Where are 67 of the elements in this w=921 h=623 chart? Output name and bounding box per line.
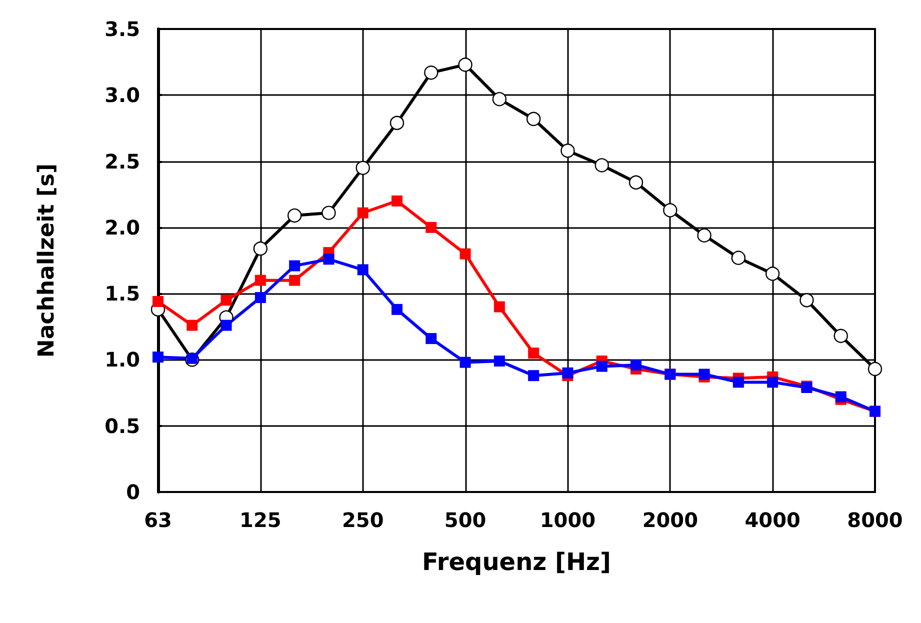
x-tick-label: 63 [144, 508, 172, 532]
point [596, 360, 608, 372]
y-tick-label: 1.0 [104, 348, 140, 372]
y-tick-label: 0.5 [104, 414, 140, 438]
x-tick-label: 500 [444, 508, 486, 532]
point [835, 391, 846, 402]
y-tick-label: 3.5 [104, 17, 140, 41]
point [392, 304, 402, 315]
point [186, 352, 198, 364]
point [494, 301, 505, 312]
point [698, 368, 710, 380]
point [800, 293, 814, 308]
y-axis-title: Nachhallzeit [s] [34, 163, 60, 358]
point [152, 296, 164, 308]
point [528, 370, 540, 382]
point [460, 248, 471, 260]
y-tick-label: 2.0 [104, 215, 140, 240]
point [767, 376, 778, 388]
point [732, 376, 744, 388]
point [392, 195, 402, 206]
point [390, 116, 404, 130]
point [220, 294, 232, 306]
point [731, 250, 746, 265]
point [220, 320, 232, 331]
x-axis-title: Frequenz [Hz] [422, 548, 611, 576]
x-tick-label: 2000 [642, 508, 698, 532]
point [663, 203, 678, 218]
point [630, 360, 642, 371]
point [628, 175, 644, 190]
x-tick-label: 4000 [744, 508, 800, 532]
point [357, 264, 368, 276]
point [186, 320, 198, 331]
point [560, 144, 575, 158]
point [424, 66, 438, 80]
point [697, 228, 712, 242]
point [287, 208, 302, 223]
point [460, 356, 471, 368]
point [594, 158, 609, 172]
point [357, 207, 368, 218]
x-tick-label: 8000 [847, 508, 903, 532]
y-tick-label: 3.0 [104, 83, 140, 108]
point [458, 58, 472, 72]
point [426, 222, 437, 233]
point [765, 266, 780, 281]
x-tick-label: 125 [240, 508, 282, 532]
point [492, 92, 507, 106]
point [528, 348, 540, 359]
point [426, 333, 437, 344]
point [152, 352, 164, 363]
point [289, 260, 300, 272]
point [868, 362, 882, 376]
point [356, 160, 370, 175]
point [834, 328, 848, 343]
x-tick-label: 1000 [540, 508, 596, 532]
point [322, 206, 336, 220]
x-tick-label: 250 [342, 508, 384, 532]
point [289, 274, 300, 286]
y-tick-label: 0 [126, 480, 140, 504]
y-tick-label: 2.5 [104, 149, 140, 174]
point [323, 254, 334, 265]
point [562, 367, 574, 378]
point [494, 356, 505, 367]
y-tick-label: 1.5 [104, 282, 140, 306]
point [526, 112, 541, 126]
point [253, 241, 268, 256]
point [254, 292, 266, 304]
point [254, 274, 266, 286]
